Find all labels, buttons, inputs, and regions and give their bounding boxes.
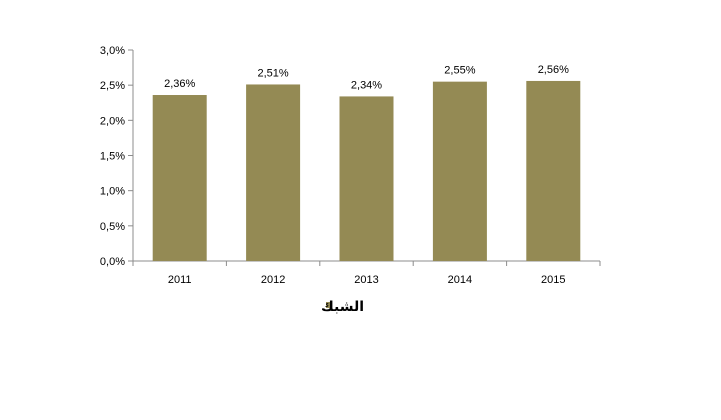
data-label: 2,56% xyxy=(538,64,569,76)
data-label: 2,36% xyxy=(164,78,195,90)
bar xyxy=(432,81,487,262)
y-tick-label: 1,5% xyxy=(100,151,125,163)
x-tick-label: 2013 xyxy=(354,274,378,286)
legend-label: الشبك xyxy=(321,299,364,315)
bar xyxy=(152,95,207,261)
bar-series: 2,36% 2,51% 2,34% 2,55% 2,56% xyxy=(152,64,581,262)
y-tick-label: 2,5% xyxy=(100,80,125,92)
bar xyxy=(246,84,301,261)
y-axis: 0,0% 0,5% 1,0% 1,5% 2,0% 2,5% 3,0% xyxy=(100,45,134,268)
x-tick-label: 2011 xyxy=(168,274,192,286)
y-tick-label: 1,0% xyxy=(100,186,125,198)
bar xyxy=(339,96,394,261)
x-tick-label: 2012 xyxy=(261,274,285,286)
x-tick-label: 2015 xyxy=(541,274,565,286)
legend-swatch xyxy=(326,302,332,308)
y-tick-label: 2,0% xyxy=(100,115,125,127)
legend: الشبك xyxy=(321,299,364,315)
y-tick-label: 0,5% xyxy=(100,221,125,233)
data-label: 2,55% xyxy=(444,65,475,77)
y-tick-label: 0,0% xyxy=(100,256,125,268)
bar xyxy=(526,80,581,262)
data-label: 2,34% xyxy=(351,79,382,91)
y-tick-label: 3,0% xyxy=(100,45,125,57)
x-tick-label: 2014 xyxy=(448,274,472,286)
data-label: 2,51% xyxy=(257,67,288,79)
x-axis: 2011 2012 2013 2014 2015 xyxy=(132,260,601,286)
